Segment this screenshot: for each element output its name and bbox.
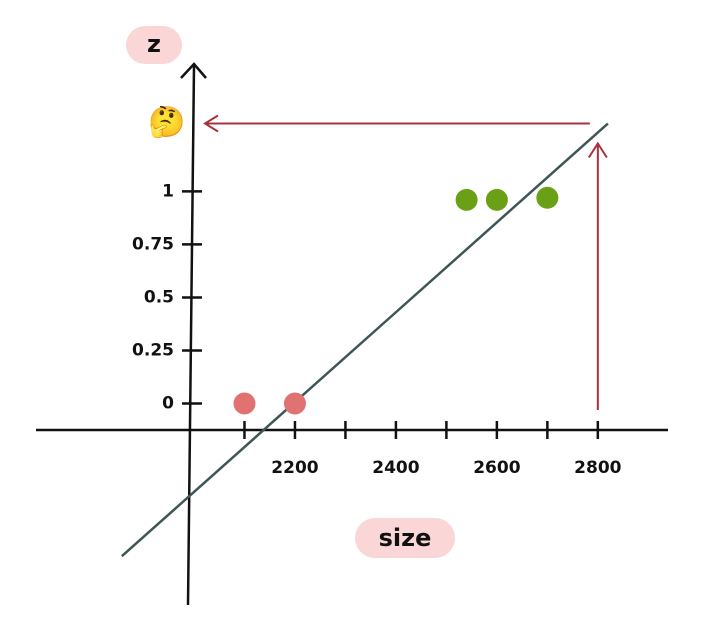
y-axis: [186, 65, 196, 606]
x-label-pill: [355, 518, 455, 558]
y-tick-label: 0.75: [132, 234, 174, 254]
fit-line: [120, 122, 609, 558]
x-axis-label: size: [379, 524, 432, 552]
y-axis-label: z: [147, 30, 161, 58]
point: [455, 188, 478, 211]
point: [536, 186, 559, 209]
point: [485, 188, 508, 211]
arrow-head: [203, 114, 219, 133]
point: [233, 392, 256, 415]
x-tick-label: 2200: [271, 458, 318, 478]
arrow-head: [587, 141, 608, 159]
y-tick-label: 0.25: [132, 340, 174, 360]
x-tick-label: 2400: [372, 458, 419, 478]
x-tick-label: 2800: [574, 458, 621, 478]
y-axis-arrow: [180, 62, 207, 79]
y-label-pill: [126, 26, 182, 64]
point: [283, 392, 306, 415]
prediction-label: 🤔: [148, 105, 185, 140]
y-tick-label: 1: [162, 181, 174, 201]
y-tick-label: 0: [162, 393, 174, 413]
x-tick-label: 2600: [473, 458, 520, 478]
y-tick-label: 0.5: [144, 287, 174, 307]
